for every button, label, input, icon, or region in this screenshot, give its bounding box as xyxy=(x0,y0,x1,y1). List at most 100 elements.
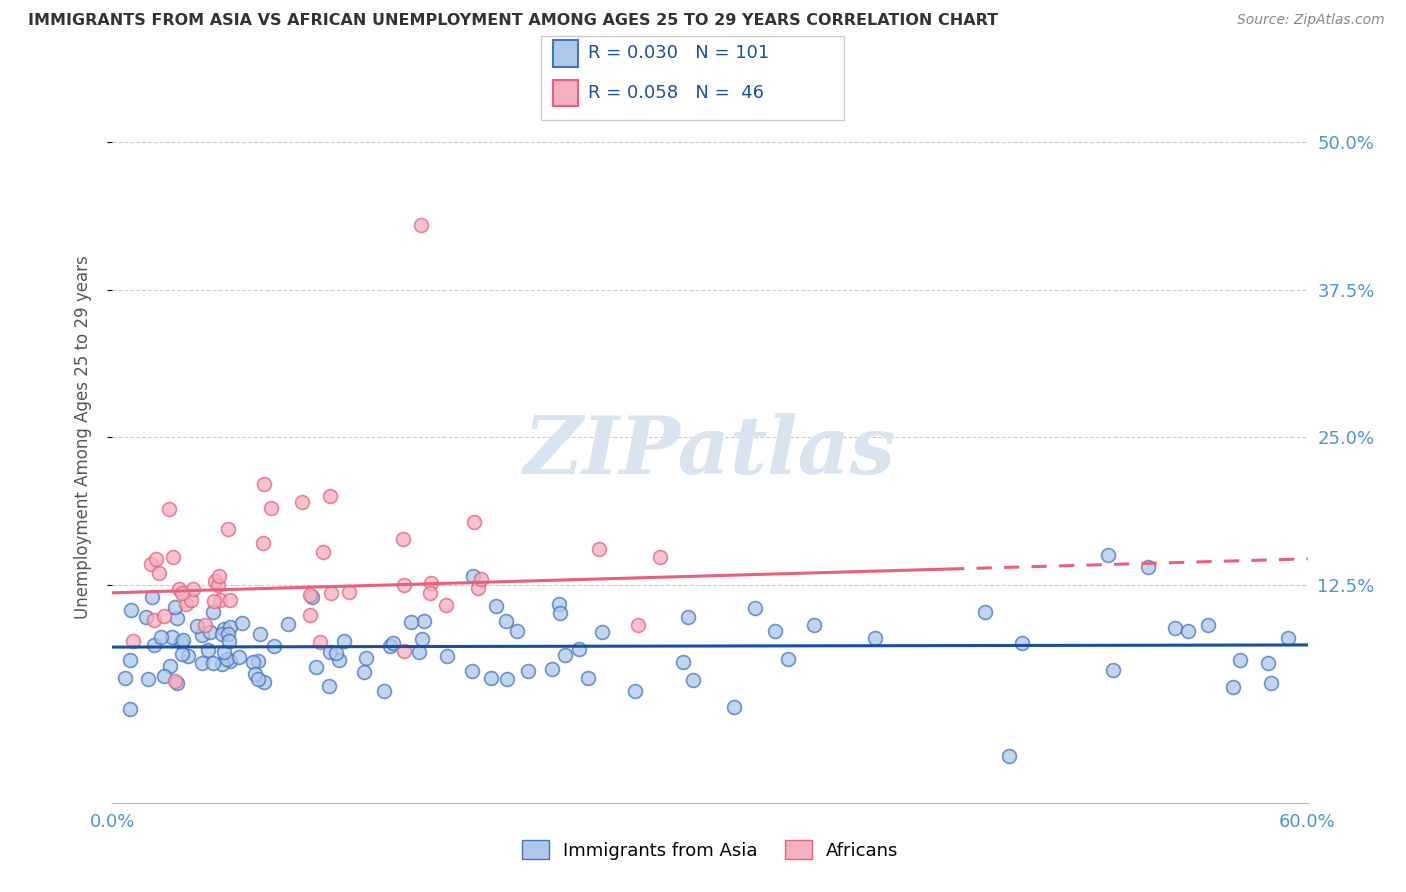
Point xyxy=(191,656,214,670)
Point xyxy=(378,640,401,654)
Point xyxy=(776,651,799,665)
Point xyxy=(1164,621,1187,635)
Point xyxy=(214,622,236,636)
Point xyxy=(485,599,508,614)
Point xyxy=(242,655,264,669)
Point xyxy=(170,647,193,661)
Point xyxy=(299,588,322,602)
Point xyxy=(209,593,232,607)
Point xyxy=(650,549,672,564)
Point xyxy=(506,624,529,639)
Point xyxy=(277,617,299,632)
Point xyxy=(1260,676,1282,690)
Point xyxy=(547,597,569,611)
Point xyxy=(382,636,405,650)
Point xyxy=(159,659,181,673)
Point xyxy=(1097,548,1119,562)
Point xyxy=(319,489,342,503)
Point xyxy=(394,643,416,657)
Point xyxy=(149,630,172,644)
Point xyxy=(723,699,745,714)
Point xyxy=(122,634,145,648)
Point xyxy=(627,618,650,632)
Point xyxy=(591,624,613,639)
Point xyxy=(672,656,695,670)
Point xyxy=(214,644,236,658)
Point xyxy=(217,627,239,641)
Point xyxy=(167,582,190,596)
Point xyxy=(1229,653,1251,667)
Point xyxy=(200,625,222,640)
Point xyxy=(328,653,350,667)
Point xyxy=(153,669,176,683)
Point xyxy=(974,605,997,619)
Point xyxy=(392,578,415,592)
Text: Source: ZipAtlas.com: Source: ZipAtlas.com xyxy=(1237,13,1385,28)
Point xyxy=(413,614,436,628)
Point xyxy=(252,535,274,549)
Point xyxy=(763,624,786,639)
Point xyxy=(120,603,142,617)
Point xyxy=(166,676,188,690)
Point xyxy=(219,620,242,634)
Point xyxy=(160,630,183,644)
Point xyxy=(145,552,167,566)
Point xyxy=(568,641,591,656)
Point xyxy=(354,651,377,665)
Point xyxy=(201,656,224,670)
Point xyxy=(217,522,239,536)
Text: R = 0.030   N = 101: R = 0.030 N = 101 xyxy=(588,45,769,62)
Point xyxy=(139,557,162,571)
Point xyxy=(249,627,271,641)
Point xyxy=(166,611,188,625)
Point xyxy=(152,608,174,623)
Text: R = 0.058   N =  46: R = 0.058 N = 46 xyxy=(588,84,763,102)
Point xyxy=(623,684,645,698)
Point xyxy=(319,645,342,659)
Point xyxy=(298,607,321,622)
Point xyxy=(461,665,484,679)
Point xyxy=(218,593,240,607)
Point xyxy=(1197,618,1219,632)
Point xyxy=(1137,559,1160,574)
Point xyxy=(548,606,571,620)
Point xyxy=(1257,656,1279,670)
Point xyxy=(325,646,347,660)
Point xyxy=(148,566,170,580)
Point xyxy=(517,664,540,678)
Point xyxy=(1102,663,1125,677)
Point xyxy=(186,619,208,633)
Point xyxy=(319,585,342,599)
Text: ZIPatlas: ZIPatlas xyxy=(524,413,896,491)
Point xyxy=(998,748,1021,763)
Point xyxy=(247,673,270,687)
Point xyxy=(291,495,314,509)
Point xyxy=(411,218,433,232)
Point xyxy=(436,599,458,613)
Point xyxy=(218,633,240,648)
Point xyxy=(246,654,269,668)
Point xyxy=(1222,680,1244,694)
Point xyxy=(231,615,253,630)
Point xyxy=(391,532,413,546)
Y-axis label: Unemployment Among Ages 25 to 29 years: Unemployment Among Ages 25 to 29 years xyxy=(73,255,91,619)
Point xyxy=(202,605,225,619)
Point xyxy=(318,679,340,693)
Point xyxy=(253,675,276,690)
Point xyxy=(114,671,136,685)
Point xyxy=(865,631,887,645)
Point xyxy=(576,671,599,685)
Point xyxy=(204,574,226,589)
Point xyxy=(165,673,187,688)
Point xyxy=(218,654,240,668)
Point xyxy=(1011,636,1033,650)
Point xyxy=(143,613,166,627)
Point xyxy=(495,614,517,628)
Point xyxy=(408,645,430,659)
Point xyxy=(181,582,204,597)
Point xyxy=(305,660,328,674)
Point xyxy=(163,600,186,615)
Point xyxy=(373,684,395,698)
Point xyxy=(228,650,250,665)
Point xyxy=(803,617,825,632)
